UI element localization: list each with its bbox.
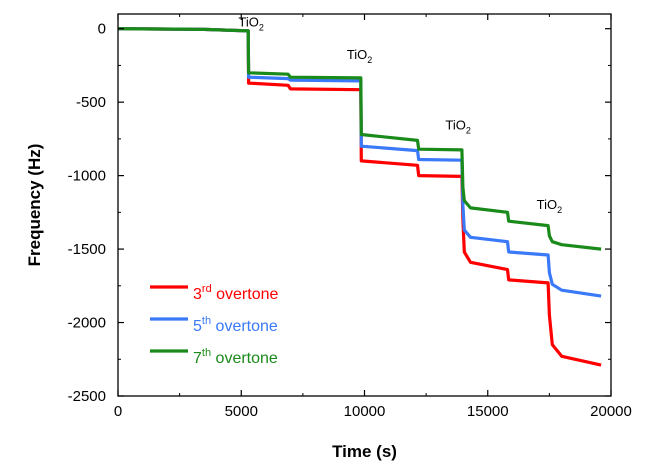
y-tick-label: -2000 bbox=[68, 315, 106, 332]
x-tick-label: 10000 bbox=[344, 403, 386, 420]
y-axis-title: Frequency (Hz) bbox=[25, 144, 44, 267]
legend-label: 3rd overtone bbox=[193, 283, 279, 303]
annotation-subscript: 2 bbox=[557, 205, 562, 215]
annotation-tio2: TiO2 bbox=[238, 15, 263, 33]
y-tick-label: 0 bbox=[98, 21, 106, 38]
x-tick-label: 15000 bbox=[467, 403, 509, 420]
annotation-text: TiO bbox=[445, 118, 465, 133]
legend-superscript: th bbox=[202, 347, 211, 359]
annotation-tio2: TiO2 bbox=[347, 47, 372, 65]
legend-rest: overtone bbox=[212, 286, 279, 303]
legend-label: 7th overtone bbox=[193, 347, 278, 367]
annotation-subscript: 2 bbox=[259, 23, 264, 33]
annotation-text: TiO bbox=[347, 47, 367, 62]
legend-number: 3 bbox=[193, 286, 202, 303]
axis-tick-labels: 0 5000 10000 15000 20000 0 -500 -1000 -1500 -2000… bbox=[68, 21, 632, 420]
annotation-subscript: 2 bbox=[367, 55, 372, 65]
series-layer bbox=[117, 27, 602, 367]
annotation-tio2: TiO2 bbox=[445, 118, 470, 136]
y-tick-label: -500 bbox=[76, 94, 106, 111]
y-tick-label: -2500 bbox=[68, 388, 106, 405]
annotation-text: TiO bbox=[537, 197, 557, 212]
x-axis-title: Time (s) bbox=[332, 442, 397, 461]
annotation-tio2: TiO2 bbox=[537, 197, 562, 215]
axis-ticks bbox=[117, 14, 612, 397]
x-tick-label: 0 bbox=[114, 403, 122, 420]
legend-rest: overtone bbox=[211, 350, 278, 367]
x-tick-label: 5000 bbox=[225, 403, 258, 420]
legend-number: 7 bbox=[193, 350, 202, 367]
legend-label: 5th overtone bbox=[193, 315, 278, 335]
y-tick-label: -1500 bbox=[68, 241, 106, 258]
annotation-text: TiO bbox=[238, 15, 258, 30]
legend-superscript: th bbox=[202, 315, 211, 327]
legend-superscript: rd bbox=[202, 283, 212, 295]
annotation-subscript: 2 bbox=[466, 126, 471, 136]
y-tick-label: -1000 bbox=[68, 168, 106, 185]
legend-number: 5 bbox=[193, 318, 202, 335]
legend-rest: overtone bbox=[211, 318, 278, 335]
series-line-3 bbox=[117, 27, 602, 251]
x-tick-label: 20000 bbox=[590, 403, 632, 420]
series-line-2 bbox=[117, 27, 602, 298]
